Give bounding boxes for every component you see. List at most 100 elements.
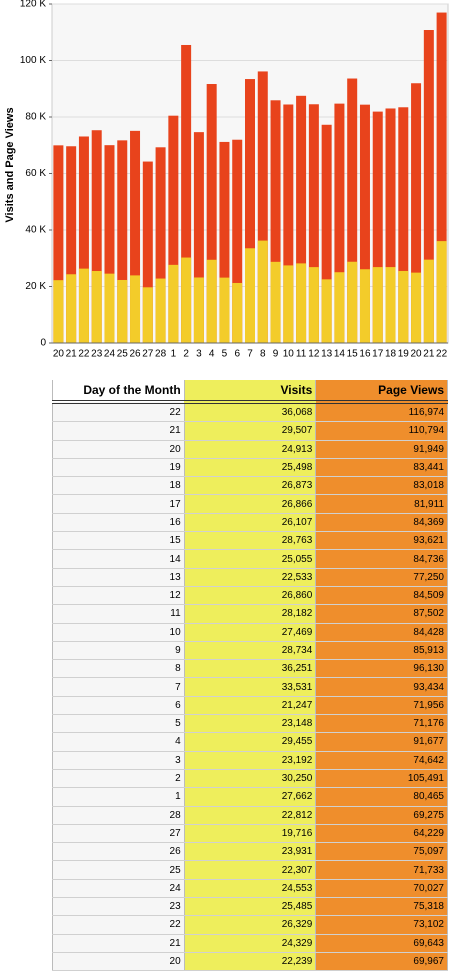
bar <box>257 240 268 343</box>
table-row: 12 26,860 84,509 <box>52 586 448 606</box>
value-cell: 75,097 <box>315 842 448 862</box>
x-tick-label: 6 <box>234 349 240 360</box>
x-tick-label: 25 <box>117 349 129 360</box>
day-cell: 17 <box>52 494 185 514</box>
value-cell: 28,763 <box>184 531 317 551</box>
value-cell: 69,967 <box>315 952 448 972</box>
day-cell: 13 <box>52 568 185 587</box>
value-cell: 84,369 <box>315 513 448 533</box>
column-header: Visits <box>184 380 317 404</box>
x-tick-label: 10 <box>283 349 295 360</box>
table-row: 4 29,455 91,677 <box>52 732 448 752</box>
chart: Visits and Page Views 0 20 K 40 K 60 K 80 K 1… <box>4 0 449 360</box>
day-cell: 16 <box>52 513 185 533</box>
bar <box>270 100 281 343</box>
bar <box>91 271 102 343</box>
bar <box>53 145 64 343</box>
bar <box>130 275 141 343</box>
day-cell: 21 <box>52 934 185 953</box>
value-cell: 83,441 <box>315 458 448 478</box>
bar <box>78 136 89 343</box>
table-row: 20 22,239 69,967 <box>52 952 448 972</box>
bar <box>104 145 115 343</box>
day-cell: 7 <box>52 677 185 697</box>
x-tick-label: 21 <box>66 349 78 360</box>
bar <box>232 139 243 343</box>
x-tick-label: 20 <box>411 349 423 360</box>
value-cell: 33,531 <box>184 677 317 697</box>
bar <box>66 274 77 343</box>
value-cell: 19,716 <box>184 824 317 844</box>
value-cell: 26,873 <box>184 476 317 496</box>
day-cell: 1 <box>52 787 185 807</box>
value-cell: 75,318 <box>315 897 448 917</box>
bar <box>142 161 153 343</box>
value-cell: 91,949 <box>315 440 448 459</box>
value-cell: 71,176 <box>315 714 448 734</box>
x-tick-label: 21 <box>423 349 435 360</box>
bar <box>423 30 434 343</box>
value-cell: 23,931 <box>184 842 317 862</box>
table-row: 26 23,931 75,097 <box>52 842 448 862</box>
value-cell: 27,662 <box>184 787 317 807</box>
x-tick-label: 9 <box>273 349 279 360</box>
value-cell: 69,275 <box>315 806 448 825</box>
bar <box>411 83 422 343</box>
table-row: 3 23,192 74,642 <box>52 751 448 770</box>
bar <box>53 280 64 343</box>
value-cell: 25,498 <box>184 458 317 478</box>
bar <box>270 261 281 343</box>
day-cell: 21 <box>52 421 185 441</box>
value-cell: 116,974 <box>315 402 448 423</box>
x-tick-label: 14 <box>334 349 346 360</box>
table-row: 13 22,533 77,250 <box>52 568 448 587</box>
day-cell: 5 <box>52 714 185 734</box>
day-cell: 15 <box>52 531 185 551</box>
value-cell: 69,643 <box>315 934 448 953</box>
value-cell: 26,329 <box>184 915 317 935</box>
table-row: 6 21,247 71,956 <box>52 696 448 716</box>
y-tick-label: 120 K <box>20 0 46 10</box>
data-table: Day of the Month Visits Page Views 22 36,068… <box>52 380 448 972</box>
value-cell: 26,107 <box>184 513 317 533</box>
x-tick-label: 13 <box>321 349 333 360</box>
bar <box>308 267 319 343</box>
day-cell: 27 <box>52 824 185 844</box>
table-row: 19 25,498 83,441 <box>52 458 448 478</box>
bar <box>334 103 345 344</box>
bar <box>321 279 332 343</box>
value-cell: 91,677 <box>315 732 448 752</box>
x-tick-label: 4 <box>209 349 215 360</box>
bar <box>436 12 447 343</box>
bar <box>398 107 409 343</box>
day-cell: 12 <box>52 586 185 606</box>
bar <box>142 287 153 343</box>
x-tick-label: 11 <box>296 349 307 360</box>
bar <box>347 78 358 343</box>
value-cell: 93,434 <box>315 677 448 697</box>
y-tick-label: 20 K <box>25 281 46 292</box>
table-row: 7 33,531 93,434 <box>52 677 448 697</box>
bar <box>385 108 396 343</box>
value-cell: 23,192 <box>184 751 317 770</box>
bar <box>206 259 217 343</box>
day-cell: 3 <box>52 751 185 770</box>
day-cell: 22 <box>52 915 185 935</box>
bar <box>219 277 230 343</box>
day-cell: 9 <box>52 641 185 661</box>
table-row: 5 23,148 71,176 <box>52 714 448 734</box>
bar <box>78 268 89 343</box>
x-tick-label: 19 <box>398 349 410 360</box>
value-cell: 25,485 <box>184 897 317 917</box>
x-tick-label: 7 <box>247 349 253 360</box>
bar <box>283 265 294 343</box>
bar <box>104 273 115 343</box>
value-cell: 22,307 <box>184 860 317 880</box>
bar <box>372 267 383 343</box>
x-tick-label: 16 <box>359 349 371 360</box>
table-row: 20 24,913 91,949 <box>52 440 448 459</box>
bar <box>398 270 409 343</box>
bar <box>193 277 204 343</box>
value-cell: 71,956 <box>315 696 448 716</box>
